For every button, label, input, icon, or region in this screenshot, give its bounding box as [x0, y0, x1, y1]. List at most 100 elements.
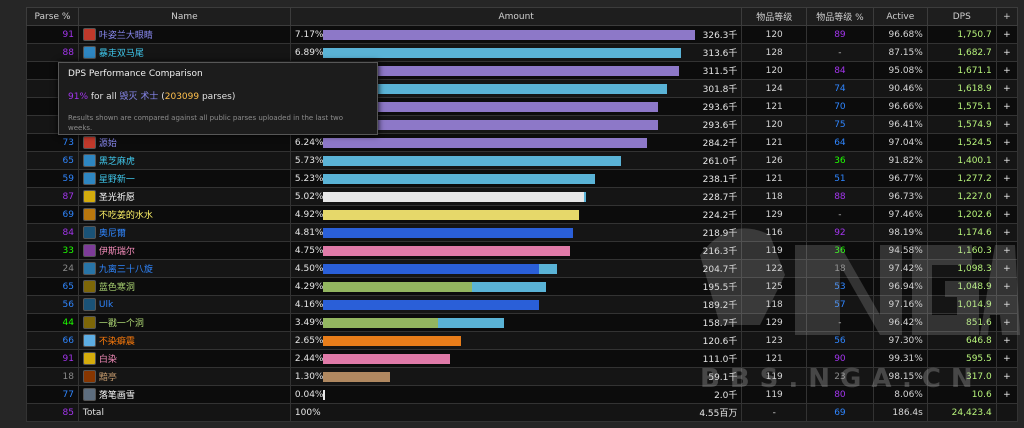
expand-row-button[interactable]: + [995, 133, 1019, 152]
parse-percent: 73 [26, 133, 79, 152]
amount-bar [322, 335, 461, 346]
expand-row-button[interactable]: + [995, 331, 1019, 350]
table-row[interactable]: 65 蓝色寒洞 4.29% 195.5千 125 53 96.94% 1,048.9 + [26, 277, 1019, 296]
player-name-cell[interactable]: 蓝色寒洞 [77, 277, 291, 296]
player-name[interactable]: 源始 [98, 139, 117, 149]
table-row[interactable]: 91 白染 2.44% 111.0千 121 90 99.31% 595.5 + [26, 349, 1019, 368]
expand-row-button[interactable]: + [995, 367, 1019, 386]
player-name-cell[interactable]: 九离三十八旋 [77, 259, 291, 278]
table-row[interactable]: 56 Ulk 4.16% 189.2千 118 57 97.16% 1,014.9 + [26, 295, 1019, 314]
player-name-cell[interactable]: 不吃姜的水水 [77, 205, 291, 224]
table-row[interactable]: 33 伊斯瑞尔 4.75% 216.3千 119 36 94.58% 1,160.3 + [26, 241, 1019, 260]
player-name[interactable]: 蓝色寒洞 [98, 283, 135, 293]
expand-row-button[interactable]: + [995, 97, 1019, 116]
active-percent: 94.58% [872, 241, 928, 260]
header-add-column-button[interactable]: + [995, 7, 1019, 26]
player-name[interactable]: 不染癖震 [98, 337, 135, 347]
player-name-cell[interactable]: 一戳一个洞 [77, 313, 291, 332]
header-dps[interactable]: DPS [926, 7, 997, 26]
amount-percent: 5.23% [294, 173, 324, 184]
expand-row-button[interactable]: + [995, 223, 1019, 242]
table-row[interactable]: 44 一戳一个洞 3.49% 158.7千 129-96.42% 851.6 + [26, 313, 1019, 332]
expand-row-button[interactable]: + [995, 205, 1019, 224]
expand-row-button[interactable]: + [995, 61, 1019, 80]
player-name-cell[interactable]: 圣光祈愿 [77, 187, 291, 206]
expand-row-button[interactable]: + [995, 187, 1019, 206]
table-row[interactable]: 88 暴走双马尾 6.89% 313.6千 128-87.15% 1,682.7 + [26, 43, 1019, 62]
header-name[interactable]: Name [77, 7, 291, 26]
expand-row-button[interactable]: + [995, 25, 1019, 44]
header-active[interactable]: Active [872, 7, 928, 26]
player-name[interactable]: 奥尼爾 [98, 229, 126, 239]
player-name-cell[interactable]: 咔姿兰大眼睛 [77, 25, 291, 44]
item-level: 120 [741, 25, 808, 44]
hunter-icon [82, 316, 96, 329]
amount-percent: 7.17% [294, 29, 324, 40]
player-name-cell[interactable]: 暴走双马尾 [77, 43, 291, 62]
amount-value: 228.7千 [702, 193, 738, 203]
table-row[interactable]: 24 九离三十八旋 4.50% 204.7千 122 18 97.42% 1,098.3 + [26, 259, 1019, 278]
item-level-percent: 70 [806, 97, 874, 116]
table-row[interactable]: 87 圣光祈愿 5.02% 228.7千 118 88 96.73% 1,227.0 + [26, 187, 1019, 206]
amount-value: 59.1千 [708, 373, 738, 383]
expand-row-button[interactable]: + [995, 241, 1019, 260]
table-row[interactable]: 73 源始 6.24% 284.2千 121 64 97.04% 1,524.5 + [26, 133, 1019, 152]
player-name[interactable]: 圣光祈愿 [98, 193, 135, 203]
mage-frost-icon [82, 46, 96, 59]
expand-row-button[interactable]: + [995, 295, 1019, 314]
expand-row-button[interactable]: + [995, 259, 1019, 278]
priest-holy-icon [82, 388, 96, 401]
player-name[interactable]: 落笔画雪 [98, 391, 135, 401]
tooltip-title: DPS Performance Comparison [68, 69, 203, 79]
player-name[interactable]: 一戳一个洞 [98, 319, 144, 329]
player-name-cell[interactable]: 不染癖震 [77, 331, 291, 350]
expand-row-button[interactable]: + [995, 277, 1019, 296]
player-name-cell[interactable]: Ulk [77, 295, 291, 314]
header-amount[interactable]: Amount [289, 7, 743, 26]
player-name[interactable]: 九离三十八旋 [98, 265, 153, 275]
expand-row-button[interactable]: + [995, 151, 1019, 170]
player-name[interactable]: 黯亭 [98, 373, 117, 383]
parse-percent: 65 [26, 151, 79, 170]
table-row[interactable]: 18 黯亭 1.30% 59.1千 119 23 98.15% 317.0 + [26, 367, 1019, 386]
player-name-cell[interactable]: 伊斯瑞尔 [77, 241, 291, 260]
player-name-cell[interactable]: 星野新一 [77, 169, 291, 188]
table-row[interactable]: 77 落笔画雪 0.04% 2.0千 119 80 8.06% 10.6 + [26, 385, 1019, 404]
player-name[interactable]: 星野新一 [98, 175, 135, 185]
player-name[interactable]: 不吃姜的水水 [98, 211, 153, 221]
player-name[interactable]: 伊斯瑞尔 [98, 247, 135, 257]
warlock-destruction-icon [82, 28, 96, 41]
expand-row-button[interactable]: + [995, 385, 1019, 404]
dps-value: 1,400.1 [926, 151, 997, 170]
player-name-cell[interactable]: 黑芝麻虎 [77, 151, 291, 170]
player-name-cell[interactable]: 奥尼爾 [77, 223, 291, 242]
header-ilvl-pct[interactable]: 物品等级 % [806, 7, 874, 26]
expand-row-button[interactable]: + [995, 43, 1019, 62]
header-parse[interactable]: Parse % [26, 7, 79, 26]
expand-row-button[interactable]: + [995, 115, 1019, 134]
header-ilvl[interactable]: 物品等级 [741, 7, 808, 26]
expand-row-button[interactable]: + [995, 169, 1019, 188]
table-row[interactable]: 91 咔姿兰大眼睛 7.17% 326.3千 120 89 96.68% 1,750.7 + [26, 25, 1019, 44]
expand-row-button[interactable]: + [995, 313, 1019, 332]
table-row[interactable]: 69 不吃姜的水水 4.92% 224.2千 129-97.46% 1,202.6 + [26, 205, 1019, 224]
player-name[interactable]: 黑芝麻虎 [98, 157, 135, 167]
table-row[interactable]: 84 奥尼爾 4.81% 218.9千 116 92 98.19% 1,174.6 + [26, 223, 1019, 242]
expand-row-button[interactable]: + [995, 79, 1019, 98]
parse-percent: 91 [26, 25, 79, 44]
table-row[interactable]: 59 星野新一 5.23% 238.1千 121 51 96.77% 1,277.2 + [26, 169, 1019, 188]
player-name[interactable]: 咔姿兰大眼睛 [98, 31, 153, 41]
table-row[interactable]: 65 黑芝麻虎 5.73% 261.0千 126 36 91.82% 1,400.1 + [26, 151, 1019, 170]
tooltip-for-all: for all [88, 92, 120, 102]
player-name-cell[interactable]: 黯亭 [77, 367, 291, 386]
player-name-cell[interactable]: 源始 [77, 133, 291, 152]
expand-row-button[interactable]: + [995, 349, 1019, 368]
player-name[interactable]: 白染 [98, 355, 117, 365]
item-level-percent: 64 [806, 133, 874, 152]
player-name[interactable]: Ulk [98, 299, 114, 310]
amount-percent: 5.73% [294, 155, 324, 166]
player-name-cell[interactable]: 落笔画雪 [77, 385, 291, 404]
player-name[interactable]: 暴走双马尾 [98, 49, 144, 59]
table-row[interactable]: 66 不染癖震 2.65% 120.6千 123 56 97.30% 646.8 + [26, 331, 1019, 350]
player-name-cell[interactable]: 白染 [77, 349, 291, 368]
